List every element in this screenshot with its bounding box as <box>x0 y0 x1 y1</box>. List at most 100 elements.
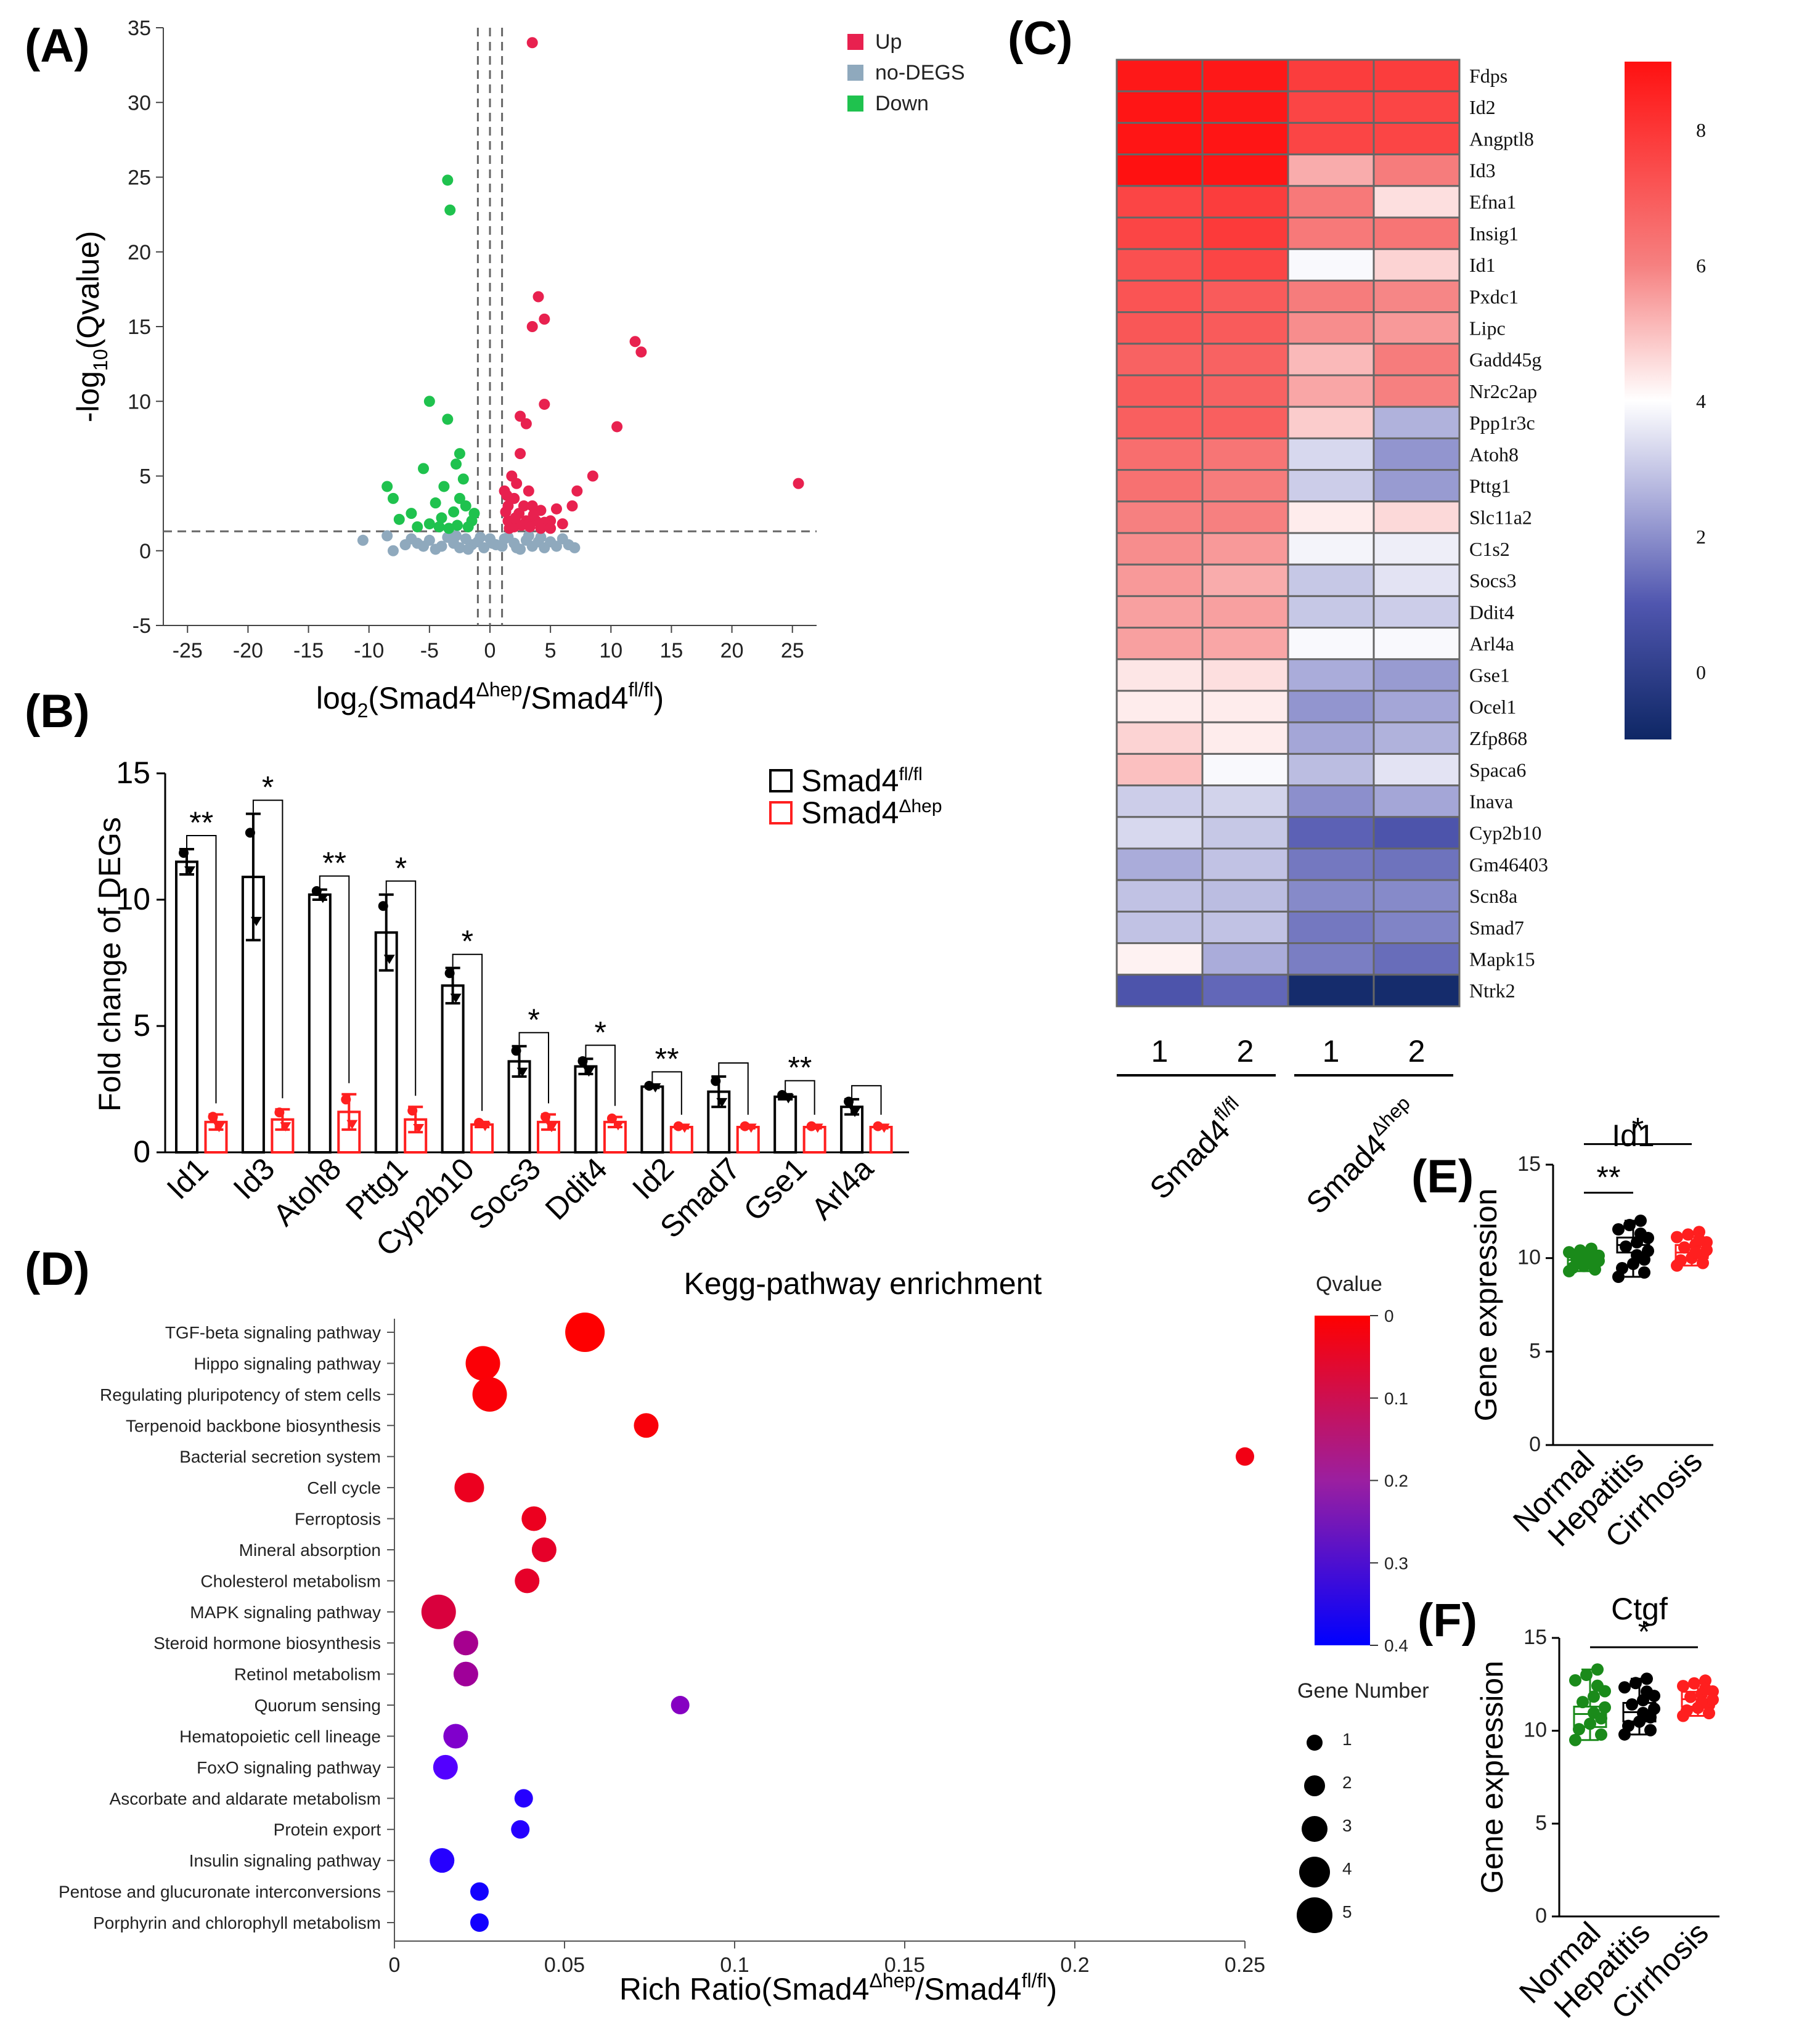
gene-label: Ntrk2 <box>1469 980 1515 1002</box>
point-down <box>436 512 447 524</box>
point-down <box>412 521 423 532</box>
heatmap-cell <box>1287 279 1375 314</box>
sample-point <box>1567 1261 1579 1274</box>
enrichment-dot <box>453 1661 478 1687</box>
chart-title: Ctgf <box>1611 1592 1668 1626</box>
legend-label-sup: fl/fl <box>899 764 922 784</box>
panel-label-f: (F) <box>1417 1594 1477 1647</box>
sample-point <box>1623 1219 1636 1231</box>
y-label-part: (Qvalue) <box>71 231 105 349</box>
sample-point <box>1681 1704 1693 1717</box>
gene-label: C1s2 <box>1469 538 1510 560</box>
x-axis-label: Rich Ratio(Smad4Δhep/Smad4fl/fl) <box>619 1969 1057 2006</box>
significance-label: ** <box>1597 1160 1621 1195</box>
gene-label: Id3 <box>1469 159 1496 181</box>
point-up <box>539 313 550 325</box>
point-no-degs <box>462 544 474 555</box>
pathway-label: Ferroptosis <box>295 1510 381 1529</box>
heatmap-cell <box>1116 59 1204 92</box>
significance-bracket <box>785 1080 815 1115</box>
heatmap-cell <box>1201 279 1289 314</box>
point-up <box>532 291 544 303</box>
legend-label: Smad4Δhep <box>801 796 942 830</box>
heatmap-cell <box>1373 185 1461 219</box>
point-up <box>511 478 523 489</box>
data-point <box>311 886 322 897</box>
x-label-part: ) <box>1047 1972 1058 2006</box>
sample-point <box>1644 1724 1657 1737</box>
y-axis-label: Fold change of DEGs <box>92 817 127 1112</box>
x-label-part: log <box>316 681 357 715</box>
sample-point <box>1689 1246 1702 1259</box>
size-legend-label: 1 <box>1342 1730 1352 1749</box>
heatmap-cell <box>1373 532 1461 566</box>
sample-point <box>1626 1698 1638 1711</box>
point-down <box>406 508 417 519</box>
data-point <box>878 1123 890 1133</box>
x-tick-label: 15 <box>660 639 683 662</box>
qvalue-tick-label: 0.4 <box>1384 1636 1408 1655</box>
colorbar-tick-label: 2 <box>1696 526 1706 548</box>
gene-label: Ocel1 <box>1469 696 1516 718</box>
sample-point <box>1569 1733 1581 1746</box>
y-tick-label: 0 <box>1529 1433 1541 1456</box>
gene-label: Atoh8 <box>1469 443 1519 465</box>
point-no-degs <box>454 542 465 553</box>
category-label: Arl4a <box>804 1151 879 1226</box>
y-tick-label: 10 <box>116 882 150 916</box>
bar-dhep <box>470 1123 494 1154</box>
bar-dhep <box>669 1126 693 1154</box>
data-point <box>341 1094 351 1105</box>
heatmap-cell <box>1373 721 1461 755</box>
y-tick-label: 10 <box>1517 1246 1541 1269</box>
pathway-label: Quorum sensing <box>255 1696 381 1715</box>
heatmap-cell <box>1201 374 1289 408</box>
significance-bracket <box>585 1044 616 1106</box>
size-legend-label: 3 <box>1342 1816 1352 1835</box>
gene-label: Arl4a <box>1469 632 1514 654</box>
heatmap-cell <box>1201 910 1289 945</box>
gene-label: Inava <box>1469 790 1513 812</box>
gene-label: Fdps <box>1469 65 1507 87</box>
x-tick-label: 20 <box>720 639 744 662</box>
group-label: Smad4Δhep <box>1297 1092 1426 1221</box>
heatmap-cell <box>1116 216 1204 250</box>
x-label-part: /Smad4 <box>915 1972 1021 2006</box>
heatmap-cell <box>1287 374 1375 408</box>
sample-point <box>1620 1240 1632 1253</box>
heatmap-cell <box>1287 59 1375 92</box>
sample-point <box>1693 1233 1705 1246</box>
sample-point <box>1634 1215 1647 1227</box>
point-up <box>550 503 562 515</box>
x-tick-label: 0.1 <box>720 1953 749 1977</box>
sample-point <box>1634 1228 1647 1240</box>
heatmap-cell <box>1201 690 1289 723</box>
legend-label-part: Smad4 <box>801 763 899 798</box>
data-point <box>479 1122 491 1131</box>
heatmap-cell <box>1287 563 1375 597</box>
sample-point <box>1678 1241 1691 1254</box>
sample-point <box>1581 1256 1594 1269</box>
x-label-part: ) <box>653 681 664 715</box>
column-label: 1 <box>1323 1034 1340 1069</box>
point-up <box>629 336 641 348</box>
heatmap-cell <box>1373 658 1461 692</box>
significance-label: * <box>594 1015 606 1049</box>
heatmap-cell <box>1373 405 1461 439</box>
significance-label: ** <box>322 846 346 881</box>
enrichment-dot <box>1236 1447 1254 1466</box>
gene-label: Gm46403 <box>1469 853 1548 876</box>
significance-label: * <box>462 924 473 959</box>
heatmap-cell <box>1373 784 1461 818</box>
legend-label: Down <box>875 92 929 115</box>
size-legend-dot <box>1304 1775 1325 1796</box>
heatmap-cell <box>1201 658 1289 692</box>
point-no-degs <box>430 544 441 555</box>
pathway-label: Bacterial secretion system <box>179 1447 381 1467</box>
gene-label: Gadd45g <box>1469 349 1541 371</box>
sample-point <box>1700 1244 1713 1256</box>
heatmap-cell <box>1116 942 1204 976</box>
heatmap-cell <box>1373 627 1461 661</box>
data-point <box>179 848 189 858</box>
